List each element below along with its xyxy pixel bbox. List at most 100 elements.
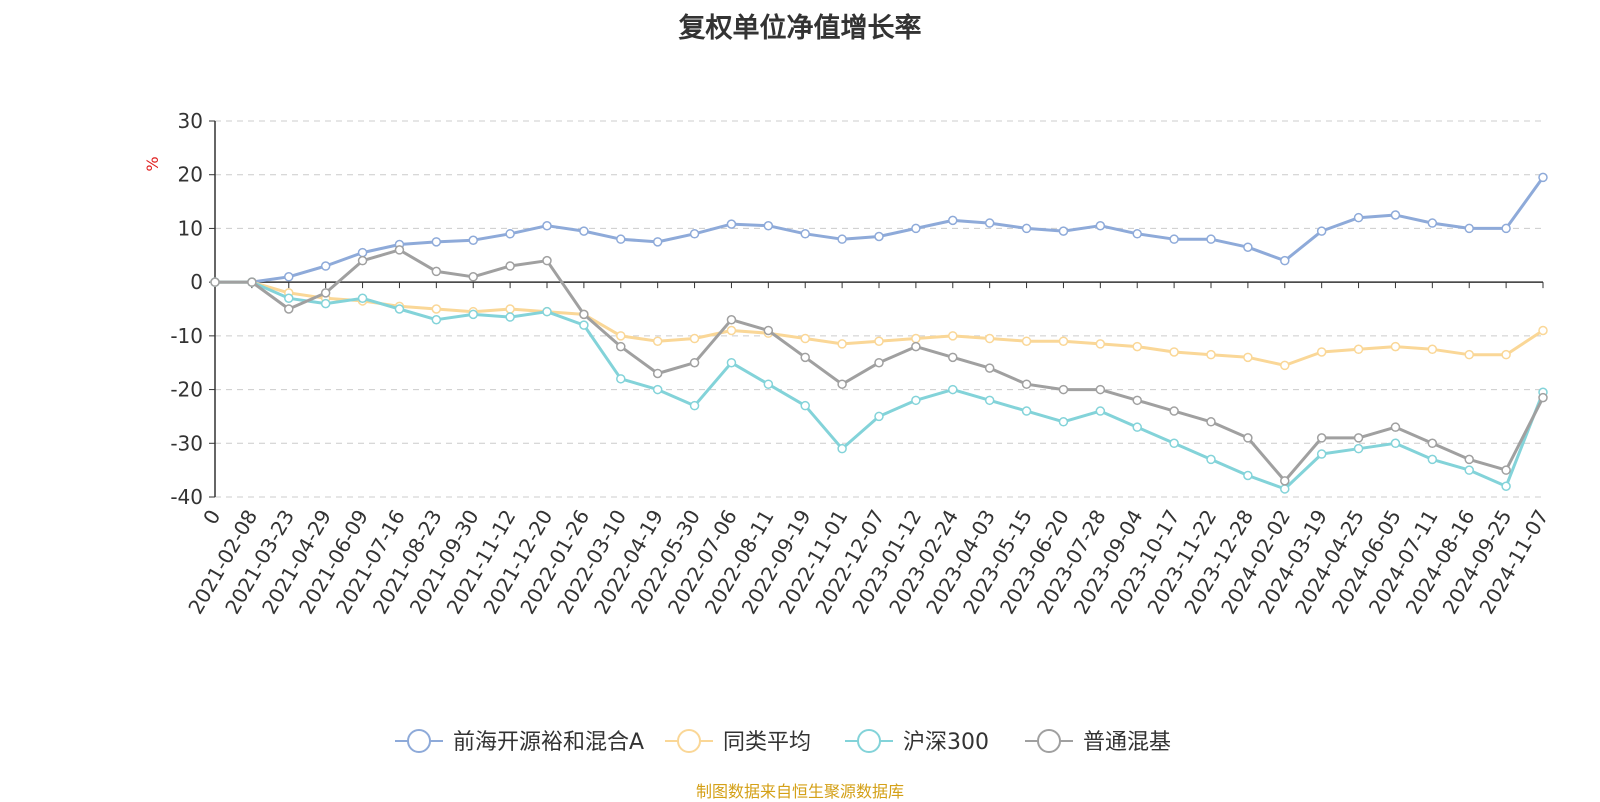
data-point	[1206, 417, 1216, 427]
data-point	[1390, 438, 1401, 449]
data-point	[320, 261, 331, 271]
data-point	[763, 379, 774, 389]
legend-item-0[interactable]: 前海开源裕和混合A	[395, 729, 644, 755]
data-point	[468, 309, 478, 320]
data-point	[652, 336, 663, 346]
data-point	[689, 229, 700, 239]
data-point	[1538, 392, 1548, 403]
data-point	[800, 333, 810, 344]
data-point	[652, 368, 663, 379]
data-point	[1353, 344, 1364, 355]
chart-title: 复权单位净值增长率	[678, 13, 922, 44]
series-line-1	[215, 280, 1544, 367]
data-point	[357, 247, 368, 258]
data-point	[431, 237, 442, 247]
data-point	[1169, 438, 1179, 449]
data-point	[1316, 226, 1327, 236]
data-point	[948, 331, 958, 341]
data-point	[948, 215, 958, 226]
data-point	[616, 341, 626, 352]
y-tick-label: -20	[170, 378, 203, 402]
legend-label: 同类平均	[723, 730, 811, 755]
data-point	[431, 266, 442, 277]
y-tick-label: 30	[178, 109, 203, 133]
data-point	[1464, 223, 1474, 234]
data-point	[505, 304, 515, 314]
data-point	[689, 357, 700, 368]
data-point	[1427, 438, 1438, 449]
data-point	[1132, 395, 1142, 406]
data-point	[1427, 454, 1438, 465]
y-tick-label: -30	[170, 431, 203, 455]
data-point	[911, 395, 921, 406]
source-note: 制图数据来自恒生聚源数据库	[695, 782, 904, 801]
data-point	[505, 312, 515, 322]
data-point	[1390, 210, 1401, 220]
data-point	[357, 255, 368, 266]
legend-marker-icon	[857, 729, 881, 753]
data-point	[1058, 417, 1069, 427]
data-point	[1390, 422, 1401, 432]
data-point	[431, 314, 442, 325]
legend-label: 普通混基	[1083, 730, 1171, 755]
data-point	[1243, 242, 1253, 252]
data-point	[320, 288, 331, 298]
y-tick-label: 10	[178, 216, 203, 240]
data-point	[763, 325, 774, 336]
legend-marker-icon	[677, 729, 701, 753]
data-point	[210, 277, 220, 287]
data-point	[284, 304, 294, 314]
data-point	[1353, 433, 1364, 443]
data-point	[1538, 172, 1548, 183]
data-point	[505, 261, 515, 271]
data-point	[542, 306, 552, 317]
data-point	[1095, 339, 1106, 349]
data-point	[1501, 481, 1511, 492]
data-point	[800, 229, 810, 239]
data-point	[1538, 325, 1548, 336]
data-point	[505, 229, 515, 239]
data-point	[320, 298, 331, 309]
legend-label: 沪深300	[903, 730, 989, 755]
data-point	[1243, 352, 1253, 363]
data-point	[689, 400, 700, 411]
data-point	[357, 293, 368, 304]
data-point	[1095, 384, 1106, 395]
data-point	[1243, 470, 1253, 481]
legend-marker-icon	[1037, 729, 1061, 753]
series-line-0	[215, 176, 1545, 284]
data-point	[1280, 484, 1290, 494]
data-point	[1132, 422, 1142, 432]
legend-item-3[interactable]: 普通混基	[1025, 729, 1171, 755]
data-point	[652, 384, 663, 395]
data-point	[837, 443, 847, 454]
data-point	[1132, 341, 1142, 352]
y-tick-label: 20	[178, 163, 203, 187]
data-point	[837, 339, 847, 349]
data-point	[1095, 406, 1106, 416]
data-point	[726, 314, 737, 325]
data-point	[652, 237, 663, 247]
data-point	[1169, 234, 1179, 244]
data-point	[579, 226, 589, 236]
legend: 前海开源裕和混合A 同类平均 沪深300 普通混基	[395, 729, 1171, 755]
data-point	[1206, 234, 1216, 244]
data-point	[431, 304, 442, 314]
data-point	[911, 333, 921, 344]
legend-marker-icon	[407, 729, 431, 753]
series-lines	[210, 172, 1548, 494]
data-point	[542, 255, 552, 266]
data-point	[1353, 212, 1364, 223]
data-point	[1169, 347, 1179, 357]
data-point	[837, 234, 847, 244]
data-point	[1243, 433, 1253, 443]
data-point	[284, 272, 294, 282]
data-point	[1316, 433, 1327, 443]
data-point	[837, 379, 847, 389]
legend-label: 前海开源裕和混合A	[453, 730, 644, 755]
legend-item-1[interactable]: 同类平均	[665, 729, 811, 755]
data-point	[1464, 465, 1474, 475]
legend-item-2[interactable]: 沪深300	[845, 729, 989, 755]
data-point	[247, 277, 257, 287]
